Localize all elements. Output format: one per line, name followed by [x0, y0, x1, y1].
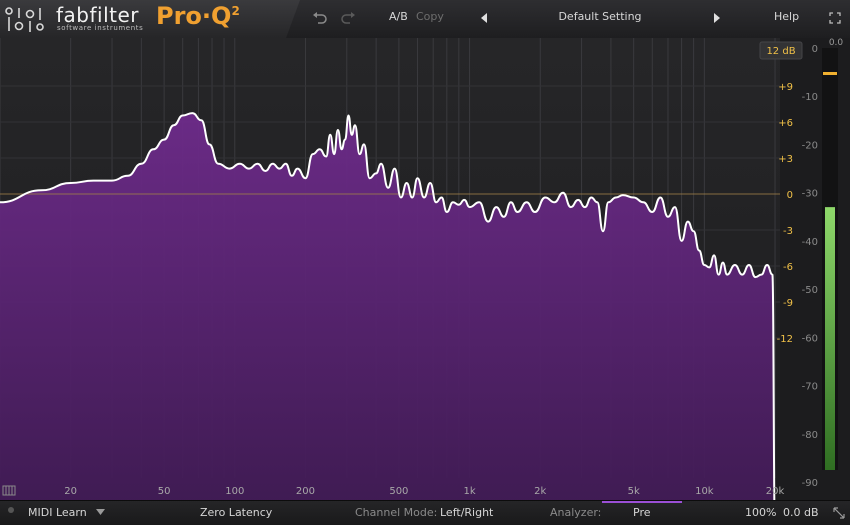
resize-handle-icon[interactable]	[833, 507, 845, 519]
preset-prev-icon[interactable]	[480, 13, 488, 23]
analyzer-db-label: -40	[802, 237, 818, 248]
frequency-label: 100	[225, 486, 244, 497]
top-bar: fabfilter software instruments Pro·Q2 A/…	[0, 0, 850, 39]
preset-next-icon[interactable]	[713, 13, 721, 23]
channel-mode-label: Channel Mode:	[355, 506, 438, 519]
eq-gain-scale: +9 +6 +3 0 -3 -6 -9 -12	[777, 82, 793, 345]
midi-dropdown-icon[interactable]	[96, 509, 105, 516]
scale-panel	[780, 38, 850, 500]
spectrum-fill	[0, 113, 775, 500]
frequency-label: 2k	[534, 486, 546, 497]
meter-level-bar	[825, 207, 835, 470]
analyzer-db-label: -30	[802, 189, 818, 200]
midi-learn-button[interactable]: MIDI Learn	[28, 506, 87, 519]
frequency-label: 500	[389, 486, 408, 497]
frequency-scale: 20 50 100 200 500 1k 2k 5k 10k 20k	[64, 486, 784, 497]
analyzer-db-label: -10	[802, 92, 818, 103]
frequency-label: 20k	[766, 486, 785, 497]
eq-gain-label: -12	[777, 334, 793, 345]
eq-gain-label: -9	[783, 298, 793, 309]
eq-range-button[interactable]: 12 dB	[759, 41, 803, 60]
analyzer-pre-indicator	[602, 501, 682, 503]
analyzer-db-label: 0	[812, 44, 818, 55]
fabfilter-logo-icon	[5, 7, 44, 32]
copy-button[interactable]: Copy	[416, 10, 444, 23]
product-name: Pro·Q2	[156, 2, 240, 30]
eq-gain-label: -3	[783, 226, 793, 237]
zoom-level[interactable]: 100%	[745, 506, 777, 519]
eq-gain-label: 0	[787, 190, 793, 201]
eq-range-label[interactable]: 12 dB	[766, 46, 795, 57]
eq-gain-label: +6	[778, 118, 793, 129]
analyzer-db-label: -60	[802, 333, 818, 344]
analyzer-scale: 0 -10 -20 -30 -40 -50 -60 -70 -80 -90	[802, 44, 818, 489]
brand-subtitle: software instruments	[57, 24, 144, 32]
undo-icon[interactable]	[312, 11, 328, 25]
eq-curve	[0, 112, 776, 500]
analyzer-db-label: -90	[802, 478, 818, 489]
preset-name[interactable]: Default Setting	[558, 10, 642, 23]
analyzer-label: Analyzer:	[550, 506, 602, 519]
logo-area: fabfilter software instruments Pro·Q2	[0, 0, 300, 38]
eq-display[interactable]: +9 +6 +3 0 -3 -6 -9 -12 0 -10 -20 -30 -40 -50 -60 -70 -…	[0, 38, 850, 500]
frequency-label: 10k	[695, 486, 714, 497]
frequency-label: 50	[158, 486, 171, 497]
product-title: Pro·Q	[156, 2, 232, 30]
output-gain-slider[interactable]	[823, 72, 837, 75]
redo-icon[interactable]	[340, 11, 356, 25]
frequency-label: 5k	[628, 486, 640, 497]
channel-mode-value[interactable]: Left/Right	[440, 506, 494, 519]
midi-status-icon	[8, 507, 14, 513]
analyzer-db-label: -20	[802, 140, 818, 151]
analyzer-db-label: -70	[802, 382, 818, 393]
analyzer-db-label: -80	[802, 430, 818, 441]
analyzer-db-label: -50	[802, 285, 818, 296]
fullscreen-icon[interactable]	[829, 12, 841, 24]
ab-button[interactable]: A/B	[389, 10, 408, 23]
status-bar: MIDI Learn Zero Latency Channel Mode: Le…	[0, 500, 850, 525]
meter-top-label: 0.0	[829, 38, 844, 48]
frequency-label: 200	[296, 486, 315, 497]
latency-mode[interactable]: Zero Latency	[200, 506, 273, 519]
help-button[interactable]: Help	[774, 10, 800, 23]
eq-gain-label: +9	[778, 82, 793, 93]
piano-icon[interactable]	[2, 485, 16, 496]
analyzer-mode-value[interactable]: Pre	[633, 506, 651, 519]
frequency-label: 1k	[463, 486, 475, 497]
output-meter: 0.0	[822, 38, 843, 470]
eq-gain-label: -6	[783, 262, 793, 273]
frequency-label: 20	[64, 486, 77, 497]
product-version: 2	[231, 4, 240, 18]
eq-gain-label: +3	[778, 154, 793, 165]
output-gain-value[interactable]: 0.0 dB	[783, 506, 819, 519]
brand-name: fabfilter	[56, 3, 140, 27]
